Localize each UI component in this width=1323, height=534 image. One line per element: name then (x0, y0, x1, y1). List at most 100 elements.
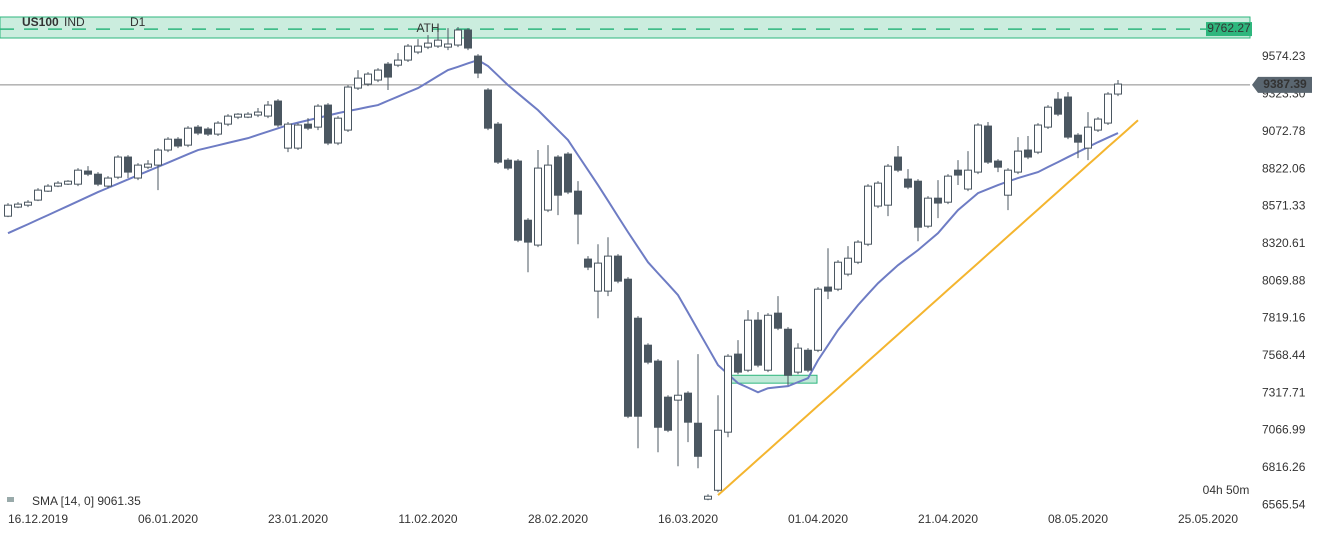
candle-body (1004, 169, 1012, 196)
y-tick-label: 7568.44 (1262, 348, 1306, 362)
candle-body (174, 138, 182, 147)
candle-body (34, 189, 42, 201)
sma-line (7, 58, 1119, 394)
candle-body (564, 153, 572, 193)
symbol: US100 (22, 15, 59, 29)
ath-label: ATH (416, 21, 439, 35)
candle-body (614, 255, 622, 282)
y-tick-label: 8822.06 (1262, 161, 1306, 175)
candle-body (364, 73, 372, 85)
candle-body (674, 394, 682, 401)
candle-body (394, 59, 402, 66)
candle-body (264, 104, 272, 117)
candle-body (464, 29, 472, 49)
candle-body (794, 347, 802, 373)
candle-body (574, 190, 582, 215)
y-tick-label: 6816.26 (1262, 460, 1306, 474)
candle-body (1054, 98, 1062, 115)
candle-body (684, 392, 692, 423)
candle-body (644, 344, 652, 363)
candle-body (54, 182, 62, 187)
candle-body (804, 349, 812, 371)
x-tick-label: 16.03.2020 (658, 512, 718, 526)
candle-body (854, 241, 862, 263)
x-tick-label: 23.01.2020 (268, 512, 328, 526)
candle-body (14, 203, 22, 208)
sma-icon (7, 497, 14, 502)
sma-legend: SMA [14, 0] 9061.35 (32, 494, 141, 508)
candle-body (494, 123, 502, 163)
y-tick-label: 7066.99 (1262, 423, 1306, 437)
candle-body (914, 180, 922, 228)
y-tick-label: 8571.33 (1262, 199, 1306, 213)
candle-body (204, 128, 212, 135)
candle-body (314, 105, 322, 128)
candle-body (414, 45, 422, 53)
candle-body (324, 104, 332, 144)
candle-body (744, 319, 752, 371)
candle-body (984, 125, 992, 163)
candle-body (884, 165, 892, 206)
candle-body (354, 77, 362, 89)
zone-layer (0, 16, 1251, 384)
candle-body (244, 113, 252, 118)
candle-body (654, 360, 662, 428)
candle-body (194, 126, 202, 134)
countdown: 04h 50m (1203, 483, 1250, 497)
candle-body (304, 123, 312, 129)
candle-body (374, 69, 382, 81)
candle-body (404, 45, 412, 61)
candle-body (904, 178, 912, 188)
candle-body (164, 138, 172, 151)
candle-body (434, 39, 442, 47)
current-price-box (1252, 76, 1312, 93)
candle-body (234, 113, 242, 118)
y-tick-label: 7317.71 (1262, 385, 1306, 399)
candle-body (284, 123, 292, 149)
x-tick-label: 06.01.2020 (138, 512, 198, 526)
candle-body (64, 180, 72, 185)
mark-layer (0, 27, 1250, 501)
candle-body (604, 255, 612, 292)
candle-body (934, 197, 942, 204)
candle-body (344, 86, 352, 131)
candle-body (764, 314, 772, 371)
candle-body (524, 219, 532, 243)
candle-body (924, 197, 932, 227)
x-tick-label: 11.02.2020 (398, 512, 457, 526)
candle-body (834, 261, 842, 290)
candle-body (1014, 150, 1022, 173)
market: IND (64, 15, 85, 29)
y-tick-label: 6565.54 (1262, 497, 1306, 511)
candle-body (1034, 124, 1042, 153)
y-tick-label: 7819.16 (1262, 311, 1306, 325)
candle-body (74, 169, 82, 185)
candle-body (114, 156, 122, 178)
candle-body (784, 328, 792, 376)
candle-body (724, 355, 732, 433)
trend-line (717, 119, 1139, 496)
candle-body (814, 288, 822, 351)
candle-body (694, 422, 702, 457)
label-layer: 6565.54 6816.26 7066.99 7317.71 7568.44 7819.… (7, 15, 1312, 526)
y-tick-label: 8320.61 (1262, 236, 1306, 250)
candle-body (894, 156, 902, 171)
x-tick-label: 21.04.2020 (918, 512, 978, 526)
candle-body (94, 173, 102, 185)
current-price-label: 9387.39 (1263, 77, 1307, 91)
x-tick-label: 28.02.2020 (528, 512, 588, 526)
candle-body (44, 185, 52, 192)
candle-body (754, 319, 762, 366)
timeframe: D1 (130, 15, 146, 29)
candle-body (844, 257, 852, 275)
candle-body (214, 122, 222, 135)
candle-body (1114, 83, 1122, 95)
candle-body (104, 177, 112, 187)
candle-body (224, 115, 232, 125)
candle-body (994, 160, 1002, 168)
candle-body (954, 169, 962, 176)
